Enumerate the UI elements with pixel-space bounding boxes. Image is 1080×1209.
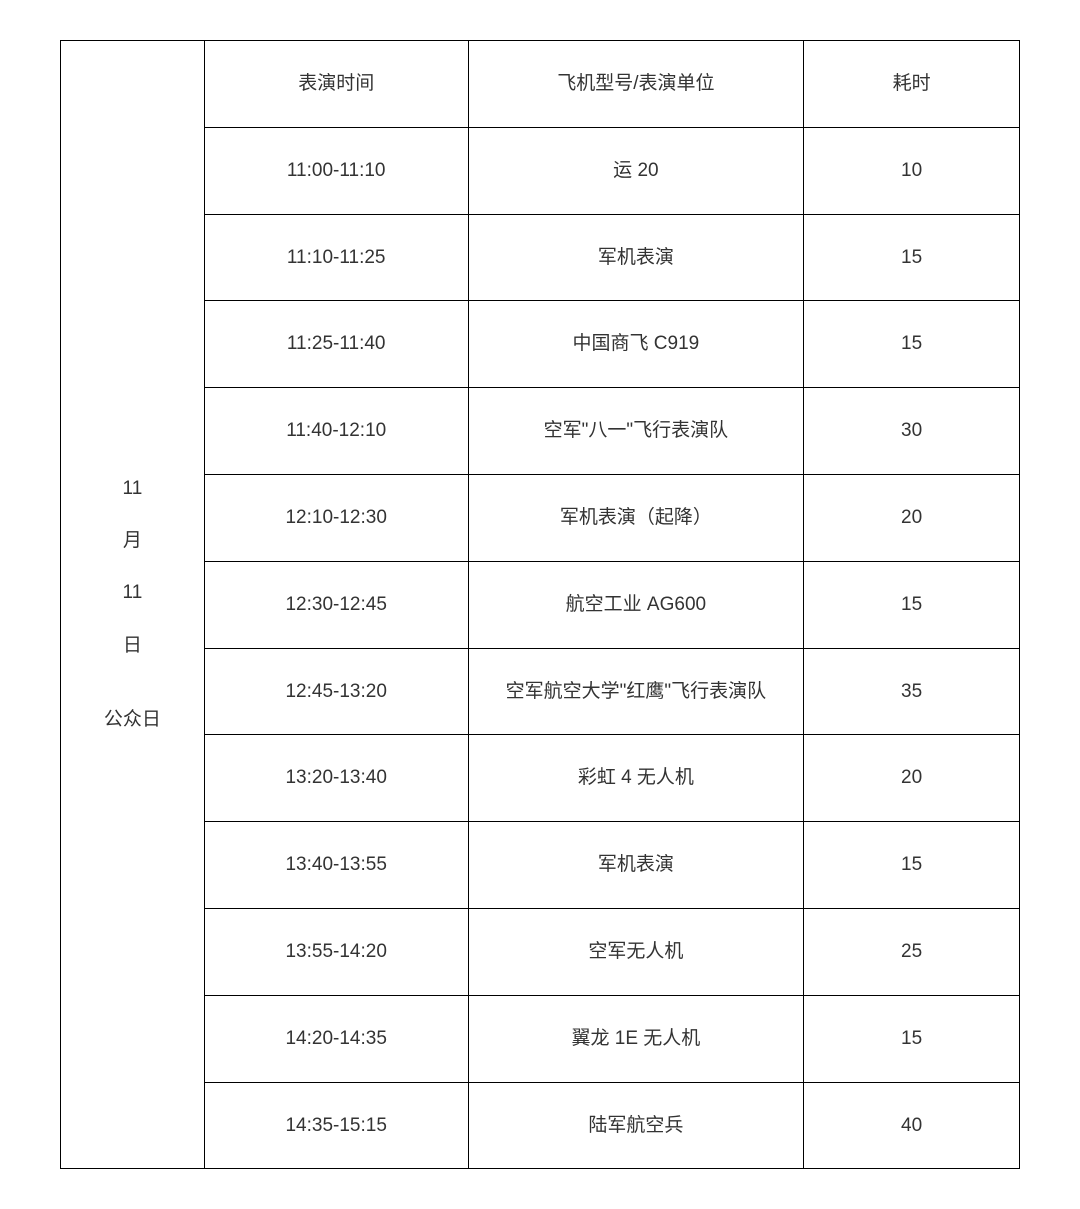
cell-duration: 30 bbox=[804, 388, 1020, 475]
date-cell: 11 月 11 日 公众日 bbox=[61, 41, 205, 1169]
cell-time: 12:10-12:30 bbox=[204, 474, 468, 561]
cell-name: 军机表演 bbox=[468, 822, 804, 909]
cell-duration: 10 bbox=[804, 127, 1020, 214]
cell-time: 12:30-12:45 bbox=[204, 561, 468, 648]
column-header-time: 表演时间 bbox=[204, 41, 468, 128]
cell-time: 11:25-11:40 bbox=[204, 301, 468, 388]
date-line: 11 bbox=[123, 474, 143, 504]
header-row: 11 月 11 日 公众日 表演时间 飞机型号/表演单位 耗时 bbox=[61, 41, 1020, 128]
cell-time: 14:20-14:35 bbox=[204, 995, 468, 1082]
cell-duration: 25 bbox=[804, 908, 1020, 995]
date-line: 月 bbox=[123, 526, 142, 556]
table-row: 12:30-12:45 航空工业 AG600 15 bbox=[61, 561, 1020, 648]
date-label: 11 月 11 日 公众日 bbox=[71, 474, 194, 736]
cell-name: 彩虹 4 无人机 bbox=[468, 735, 804, 822]
cell-time: 12:45-13:20 bbox=[204, 648, 468, 735]
cell-duration: 15 bbox=[804, 214, 1020, 301]
column-header-duration: 耗时 bbox=[804, 41, 1020, 128]
table-row: 13:40-13:55 军机表演 15 bbox=[61, 822, 1020, 909]
date-line: 11 bbox=[123, 578, 143, 608]
table-row: 13:20-13:40 彩虹 4 无人机 20 bbox=[61, 735, 1020, 822]
cell-time: 13:20-13:40 bbox=[204, 735, 468, 822]
cell-name: 运 20 bbox=[468, 127, 804, 214]
cell-duration: 15 bbox=[804, 561, 1020, 648]
table-row: 11:25-11:40 中国商飞 C919 15 bbox=[61, 301, 1020, 388]
cell-name: 航空工业 AG600 bbox=[468, 561, 804, 648]
cell-duration: 40 bbox=[804, 1082, 1020, 1169]
table-row: 11:00-11:10 运 20 10 bbox=[61, 127, 1020, 214]
cell-duration: 20 bbox=[804, 474, 1020, 561]
cell-time: 14:35-15:15 bbox=[204, 1082, 468, 1169]
table-row: 11:10-11:25 军机表演 15 bbox=[61, 214, 1020, 301]
cell-time: 11:00-11:10 bbox=[204, 127, 468, 214]
column-header-name: 飞机型号/表演单位 bbox=[468, 41, 804, 128]
cell-name: 军机表演（起降） bbox=[468, 474, 804, 561]
airshow-schedule-table: 11 月 11 日 公众日 表演时间 飞机型号/表演单位 耗时 11:00-11… bbox=[60, 40, 1020, 1169]
table-body: 11 月 11 日 公众日 表演时间 飞机型号/表演单位 耗时 11:00-11… bbox=[61, 41, 1020, 1169]
cell-name: 空军无人机 bbox=[468, 908, 804, 995]
table-row: 14:20-14:35 翼龙 1E 无人机 15 bbox=[61, 995, 1020, 1082]
cell-time: 13:40-13:55 bbox=[204, 822, 468, 909]
cell-name: 空军"八一"飞行表演队 bbox=[468, 388, 804, 475]
table-row: 11:40-12:10 空军"八一"飞行表演队 30 bbox=[61, 388, 1020, 475]
cell-time: 13:55-14:20 bbox=[204, 908, 468, 995]
cell-duration: 15 bbox=[804, 301, 1020, 388]
date-line: 公众日 bbox=[104, 705, 161, 735]
date-line: 日 bbox=[123, 631, 142, 661]
cell-name: 空军航空大学"红鹰"飞行表演队 bbox=[468, 648, 804, 735]
cell-name: 翼龙 1E 无人机 bbox=[468, 995, 804, 1082]
cell-duration: 15 bbox=[804, 822, 1020, 909]
cell-duration: 35 bbox=[804, 648, 1020, 735]
cell-name: 中国商飞 C919 bbox=[468, 301, 804, 388]
cell-name: 军机表演 bbox=[468, 214, 804, 301]
table-row: 12:10-12:30 军机表演（起降） 20 bbox=[61, 474, 1020, 561]
cell-name: 陆军航空兵 bbox=[468, 1082, 804, 1169]
cell-duration: 20 bbox=[804, 735, 1020, 822]
cell-time: 11:40-12:10 bbox=[204, 388, 468, 475]
cell-duration: 15 bbox=[804, 995, 1020, 1082]
table-row: 14:35-15:15 陆军航空兵 40 bbox=[61, 1082, 1020, 1169]
table-row: 12:45-13:20 空军航空大学"红鹰"飞行表演队 35 bbox=[61, 648, 1020, 735]
cell-time: 11:10-11:25 bbox=[204, 214, 468, 301]
table-row: 13:55-14:20 空军无人机 25 bbox=[61, 908, 1020, 995]
